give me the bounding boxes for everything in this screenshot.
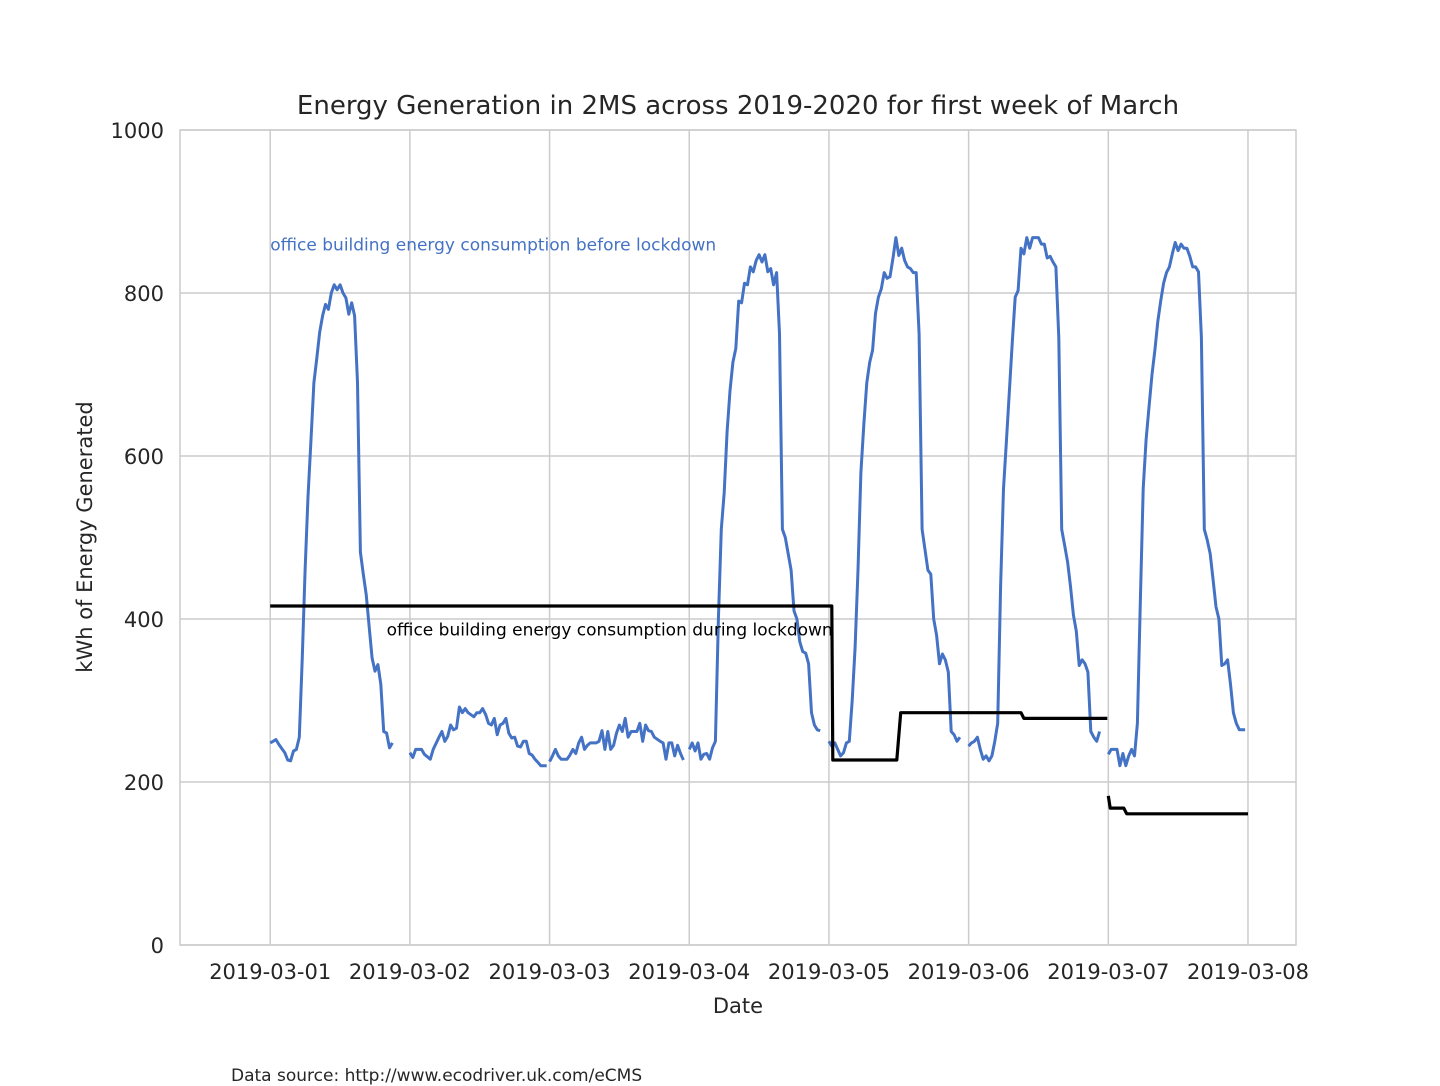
series-line-before-lockdown [408, 705, 547, 768]
series-line-before-lockdown [827, 236, 962, 758]
data-source-note: Data source: http://www.ecodriver.uk.com… [231, 1066, 643, 1086]
x-tick-label: 2019-03-03 [489, 960, 611, 984]
series-line-before-lockdown [548, 716, 685, 763]
annotation-label: office building energy consumption durin… [387, 620, 833, 640]
y-axis-label: kWh of Energy Generated [73, 401, 97, 672]
y-tick-label: 800 [124, 282, 164, 306]
x-tick-label: 2019-03-04 [628, 960, 750, 984]
series-line-before-lockdown [269, 283, 394, 763]
series-lines [269, 236, 1248, 816]
series-line-before-lockdown [967, 236, 1102, 763]
y-tick-label: 600 [124, 445, 164, 469]
series-line-during-lockdown [1106, 795, 1248, 816]
y-tick-label: 200 [124, 771, 164, 795]
x-tick-label: 2019-03-01 [209, 960, 331, 984]
annotation-label: office building energy consumption befor… [270, 236, 716, 256]
y-tick-label: 1000 [111, 119, 164, 143]
series-line-before-lockdown [687, 253, 821, 761]
x-tick-label: 2019-03-02 [349, 960, 471, 984]
x-tick-label: 2019-03-08 [1187, 960, 1309, 984]
chart-title: Energy Generation in 2MS across 2019-202… [297, 91, 1179, 121]
y-tick-label: 400 [124, 608, 164, 632]
x-tick-label: 2019-03-05 [768, 960, 890, 984]
x-axis-label: Date [713, 994, 763, 1018]
series-line-during-lockdown [270, 604, 1108, 762]
annotations: office building energy consumption befor… [270, 236, 832, 641]
tick-labels: 0 200 400 600 800 1000 2019-03-01 2019-03-02 201… [111, 119, 1309, 984]
series-line-before-lockdown [1107, 241, 1246, 768]
plot-frame [179, 129, 1297, 946]
x-tick-label: 2019-03-06 [908, 960, 1030, 984]
y-tick-label: 0 [151, 934, 164, 958]
x-tick-label: 2019-03-07 [1047, 960, 1169, 984]
